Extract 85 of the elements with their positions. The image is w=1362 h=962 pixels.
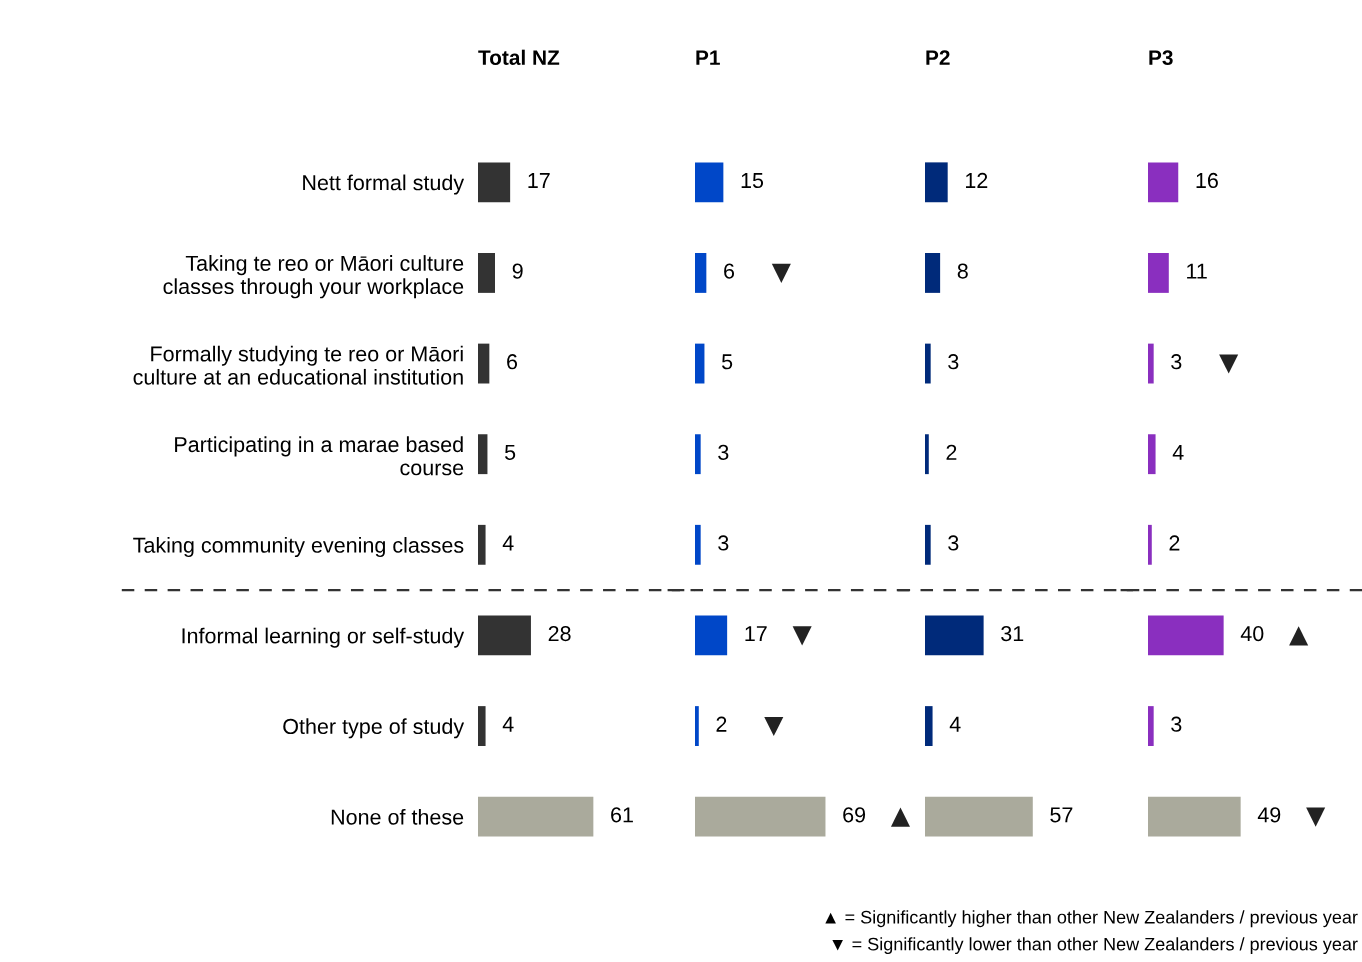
data-label: 57: [1050, 807, 1073, 823]
bar: [478, 524, 486, 565]
annotation: ▼: [764, 716, 784, 737]
bar: [695, 524, 701, 565]
data-label: 69: [843, 807, 866, 823]
bar: [925, 706, 933, 746]
bar: [478, 434, 488, 475]
bar: [925, 615, 984, 656]
bar: [695, 162, 724, 203]
bar: [925, 162, 948, 203]
y-tick-label: None of these: [331, 808, 464, 825]
data-label: 4: [502, 716, 514, 732]
y-tick-label: Taking community evening classes: [133, 537, 464, 558]
y-tick-label: Informal learning or self-study: [182, 627, 465, 648]
data-label: 16: [1196, 172, 1218, 189]
annotation: ▲: [890, 807, 911, 827]
bar: [695, 615, 728, 656]
data-label: 11: [1187, 263, 1207, 279]
data-label: 3: [718, 444, 729, 460]
data-label: 2: [1169, 535, 1180, 551]
bar: [695, 434, 701, 475]
annotation: ▲: [1289, 626, 1309, 646]
data-label: 6: [724, 263, 735, 279]
data-label: 5: [721, 354, 733, 370]
bar: [478, 253, 496, 293]
data-label: 3: [1171, 716, 1182, 732]
data-label: 4: [502, 535, 514, 551]
data-label: 3: [948, 535, 959, 551]
bar: [478, 796, 594, 837]
data-label: 4: [1172, 444, 1184, 460]
bar: [1148, 706, 1154, 746]
bar: [695, 343, 705, 384]
bar: [1148, 162, 1179, 203]
y-tick-label: Taking te reo or Māori culture classes through your workplace: [163, 255, 464, 299]
chart-title: P1: [696, 50, 720, 65]
bar: [1148, 796, 1241, 837]
data-label: 17: [528, 173, 550, 188]
bar: [1148, 343, 1154, 384]
data-label: 15: [741, 173, 764, 189]
bar: [925, 253, 941, 293]
chart-title: P2: [926, 50, 950, 65]
data-label: 12: [966, 172, 988, 188]
data-label: 49: [1257, 807, 1281, 823]
chart-title: P3: [1149, 50, 1173, 66]
bar: [1148, 615, 1224, 656]
chart-title: Total NZ: [478, 49, 560, 65]
y-tick-label: Nett formal study: [303, 174, 465, 195]
bar: [478, 706, 486, 746]
annotation: ▼: [1219, 354, 1239, 374]
bar: [695, 253, 707, 293]
bar: [925, 796, 1033, 837]
bar: [478, 615, 531, 656]
y-tick-label: Other type of study: [283, 718, 465, 739]
data-label: 2: [716, 716, 727, 732]
annotation: ▼: [792, 626, 812, 646]
data-label: 61: [611, 807, 633, 823]
data-label: 3: [948, 354, 959, 370]
data-label: 4: [949, 716, 961, 732]
text: ▼ = Significantly lower than other New Zealanders / previous year: [832, 937, 1358, 955]
bar: [695, 706, 699, 746]
y-tick-label: Participating in a marae based course: [175, 436, 464, 476]
data-label: 40: [1240, 625, 1264, 642]
bar: [1148, 524, 1152, 565]
bar: [925, 343, 931, 384]
text: ▲ = Significantly higher than other New Zealanders / previous year: [825, 910, 1358, 928]
bar: [478, 343, 490, 384]
data-label: 9: [512, 263, 523, 279]
bar: [925, 524, 931, 565]
data-label: 31: [1001, 625, 1024, 642]
data-label: 3: [1171, 354, 1182, 370]
data-label: 28: [548, 625, 571, 642]
data-label: 8: [957, 263, 968, 279]
bar: [478, 162, 511, 203]
bar: [1148, 253, 1169, 293]
y-tick-label: Formally studying te reo or Māori culture at an educational institution: [133, 345, 463, 385]
bar: [695, 796, 826, 837]
data-label: 3: [718, 535, 729, 551]
data-label: 2: [946, 444, 957, 460]
bar: [925, 434, 929, 475]
data-label: 17: [745, 626, 767, 641]
annotation: ▼: [1306, 807, 1326, 827]
annotation: ▼: [771, 263, 791, 283]
data-label: 6: [507, 354, 518, 370]
bar: [1148, 434, 1156, 475]
data-label: 5: [504, 444, 516, 460]
